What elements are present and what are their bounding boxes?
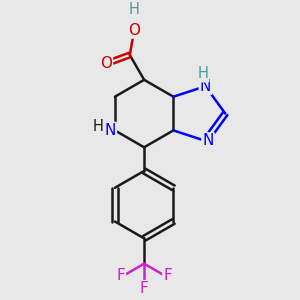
Text: O: O <box>100 56 112 71</box>
Text: H: H <box>93 119 104 134</box>
Text: F: F <box>116 268 125 283</box>
Text: O: O <box>128 22 140 38</box>
Text: N: N <box>200 79 211 94</box>
Text: F: F <box>140 281 148 296</box>
Text: F: F <box>163 268 172 283</box>
Text: H: H <box>129 2 140 17</box>
Text: N: N <box>105 123 116 138</box>
Text: H: H <box>197 66 208 81</box>
Text: N: N <box>202 134 214 148</box>
